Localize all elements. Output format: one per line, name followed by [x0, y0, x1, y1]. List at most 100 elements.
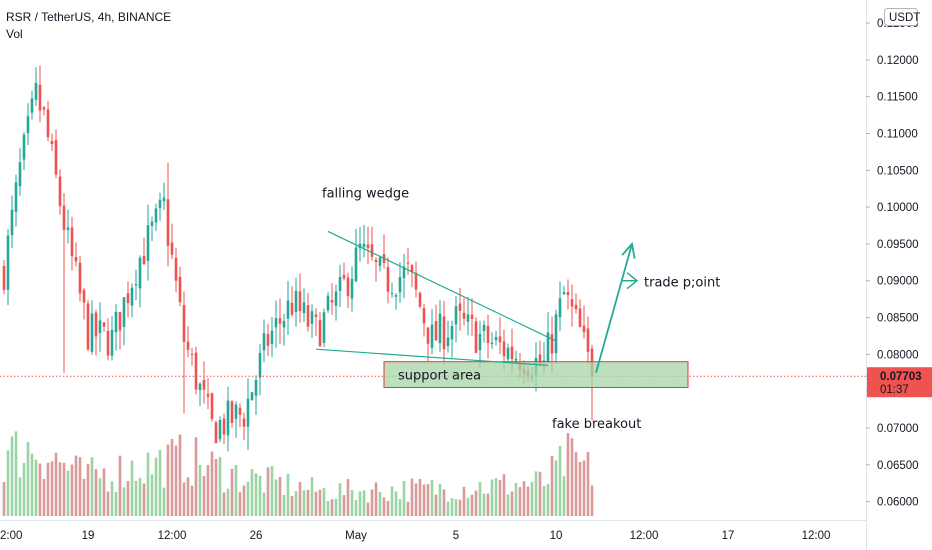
candle-body — [318, 320, 322, 347]
candle-body — [230, 401, 234, 423]
volume-bar — [502, 474, 506, 516]
volume-bar — [234, 464, 238, 516]
volume-bar — [454, 499, 458, 516]
candle-body — [426, 327, 430, 344]
volume-bar — [550, 455, 554, 516]
wedge-lower-line[interactable] — [315, 348, 549, 366]
volume-bar — [102, 468, 106, 516]
candle-body — [62, 205, 66, 230]
candle-body — [238, 407, 242, 415]
volume-bar — [522, 481, 526, 516]
currency-label: USDT — [889, 12, 920, 24]
price-tick-label: 0.07000 — [877, 423, 919, 435]
currency-badge[interactable] — [884, 8, 918, 26]
candle-body — [110, 329, 114, 356]
volume-bar — [122, 487, 126, 516]
volume-bar — [334, 498, 338, 516]
volume-bar — [462, 486, 466, 516]
candle-body — [50, 141, 54, 144]
candle-body — [10, 209, 14, 236]
volume-bar — [210, 451, 214, 516]
time-axis[interactable]: 2:00 19 12:00 26 May 5 10 12:00 17 12:00 — [0, 520, 866, 543]
volume-bar — [142, 483, 146, 516]
volume-bar — [106, 491, 110, 516]
volume-bar — [94, 469, 98, 516]
symbol-title[interactable]: RSR / TetherUS, 4h, BINANCE — [6, 10, 172, 24]
candle-body — [558, 298, 562, 318]
volume-bar — [182, 482, 186, 516]
candle-body — [142, 256, 146, 265]
candle-body — [446, 337, 450, 347]
candle-body — [234, 404, 238, 419]
candle-body — [90, 313, 94, 352]
volume-bar — [66, 470, 70, 516]
candle-body — [122, 297, 126, 327]
time-tick-label: 12:00 — [802, 530, 831, 542]
candle-body — [134, 284, 138, 286]
volume-bar — [518, 487, 522, 516]
candle-body — [158, 199, 162, 208]
trade-arrow-line[interactable] — [595, 243, 633, 373]
countdown-label: 01:37 — [880, 384, 909, 396]
volume-bar — [150, 474, 154, 516]
volume-bar — [190, 485, 194, 516]
candle-body — [246, 398, 250, 427]
volume-bar — [86, 463, 90, 516]
volume-bar — [126, 481, 130, 516]
candle-body — [306, 305, 310, 327]
candle-body — [470, 314, 474, 319]
candle-body — [378, 257, 382, 266]
candle-body — [58, 176, 62, 207]
candle-body — [354, 247, 358, 282]
volume-bar — [82, 478, 86, 516]
candle-body — [114, 311, 118, 333]
volume-bar — [218, 456, 222, 516]
volume-bar — [46, 462, 50, 516]
volume-bar — [414, 483, 418, 516]
candle-body — [366, 244, 370, 249]
candle-body — [410, 265, 414, 273]
candle-body — [22, 134, 26, 160]
drawings[interactable]: support area falling wedge trade p;oint fak… — [0, 186, 866, 432]
time-tick-label: 17 — [722, 530, 735, 542]
wedge-upper-line[interactable] — [327, 230, 557, 342]
trade-point-label: trade p;oint — [644, 276, 720, 291]
candle-body — [194, 352, 198, 390]
candle-body — [18, 162, 22, 187]
price-tick-label: 0.10500 — [877, 165, 919, 177]
volume-bar — [306, 489, 310, 516]
volume-bar — [406, 501, 410, 516]
candle-body — [290, 302, 294, 315]
candle-body — [106, 331, 110, 356]
candle-body — [214, 422, 218, 444]
volume-bar — [310, 477, 314, 516]
volume-bar — [278, 476, 282, 516]
volume-bar — [166, 444, 170, 516]
volume-bar — [582, 460, 586, 516]
time-tick-label: May — [345, 530, 367, 542]
volume-bar — [466, 497, 470, 516]
candles — [2, 65, 594, 452]
volume-bar — [530, 481, 534, 516]
volume-bar — [174, 445, 178, 516]
volume-bar — [494, 478, 498, 516]
candle-body — [102, 322, 106, 327]
volume-legend[interactable]: Vol — [6, 27, 23, 41]
volume-bar — [470, 494, 474, 516]
candle-body — [242, 418, 246, 427]
candle-body — [294, 290, 298, 313]
volume-bar — [10, 436, 14, 516]
candle-body — [414, 272, 418, 290]
volume-bar — [230, 468, 234, 516]
candle-body — [554, 314, 558, 354]
volume-bar — [574, 452, 578, 516]
support-area-box[interactable] — [383, 361, 689, 388]
volume-bars — [2, 431, 594, 516]
volume-bar — [98, 478, 102, 516]
volume-bar — [450, 498, 454, 516]
candle-body — [250, 392, 254, 401]
price-axis[interactable]: 0.125000.120000.115000.110000.105000.100… — [866, 0, 932, 550]
candle-body — [442, 316, 446, 350]
volume-bar — [170, 438, 174, 516]
